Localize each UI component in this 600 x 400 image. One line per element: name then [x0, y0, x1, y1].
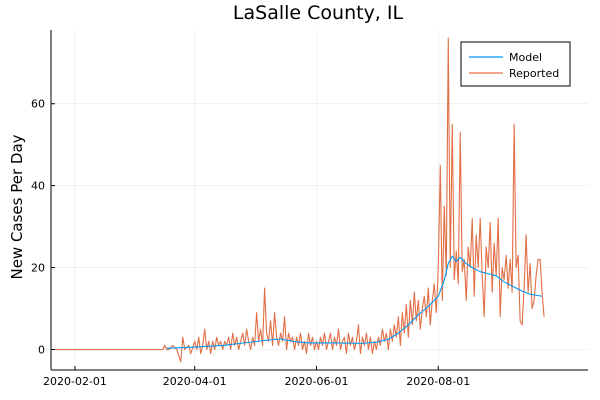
y-tick-label: 20	[31, 262, 45, 275]
legend-box	[460, 41, 571, 87]
y-tick-label: 60	[31, 98, 45, 111]
x-tick-label: 2020-06-01	[285, 375, 349, 388]
axes	[50, 30, 588, 371]
y-tick-label: 40	[31, 180, 45, 193]
y-axis-label: New Cases Per Day	[8, 134, 26, 279]
series-line-model	[166, 255, 543, 349]
series-layer	[54, 37, 545, 363]
x-axis-ticks: 2020-02-01 2020-04-01 2020-06-01 2020-08-01	[43, 366, 470, 388]
y-axis-ticks: 0 20 40 60	[31, 98, 55, 357]
legend-label-model: Model	[509, 51, 542, 64]
y-tick-label: 0	[38, 344, 45, 357]
x-tick-label: 2020-02-01	[43, 375, 107, 388]
legend: Model Reported	[460, 41, 571, 87]
x-tick-label: 2020-08-01	[406, 375, 470, 388]
series-line-reported	[54, 37, 545, 363]
legend-label-reported: Reported	[509, 67, 559, 80]
x-tick-label: 2020-04-01	[163, 375, 227, 388]
chart-title: LaSalle County, IL	[233, 2, 404, 24]
